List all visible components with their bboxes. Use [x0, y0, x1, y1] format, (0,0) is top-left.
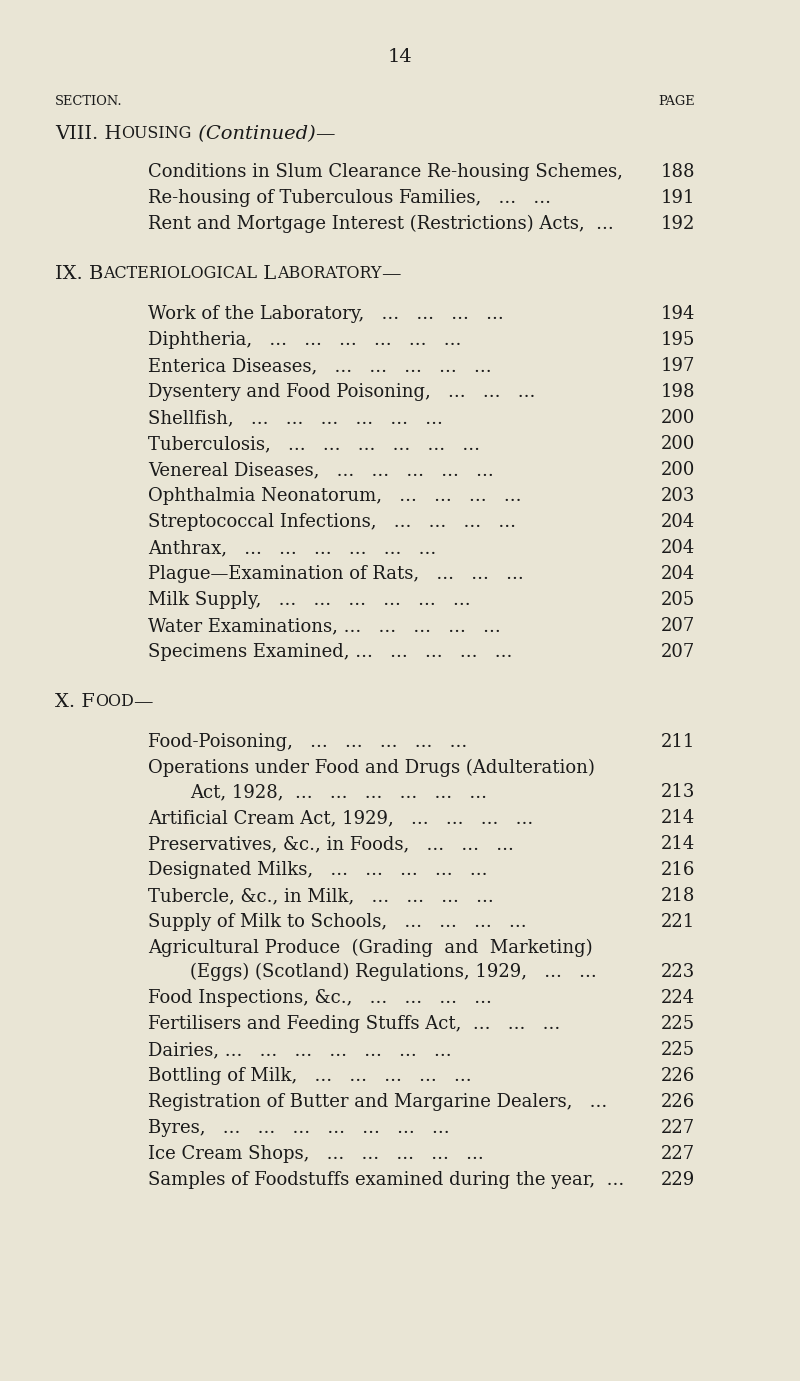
- Text: Re-housing of Tuberculous Families,   ...   ...: Re-housing of Tuberculous Families, ... …: [148, 189, 551, 207]
- Text: 221: 221: [661, 913, 695, 931]
- Text: 14: 14: [388, 48, 412, 66]
- Text: 188: 188: [661, 163, 695, 181]
- Text: OUSING: OUSING: [122, 126, 192, 142]
- Text: X. F: X. F: [55, 693, 95, 711]
- Text: Anthrax,   ...   ...   ...   ...   ...   ...: Anthrax, ... ... ... ... ... ...: [148, 539, 436, 557]
- Text: 227: 227: [661, 1119, 695, 1137]
- Text: Venereal Diseases,   ...   ...   ...   ...   ...: Venereal Diseases, ... ... ... ... ...: [148, 461, 494, 479]
- Text: 192: 192: [661, 215, 695, 233]
- Text: OOD: OOD: [95, 693, 134, 710]
- Text: Agricultural Produce  (Grading  and  Marketing): Agricultural Produce (Grading and Market…: [148, 939, 593, 957]
- Text: 229: 229: [661, 1171, 695, 1189]
- Text: Fertilisers and Feeding Stuffs Act,  ...   ...   ...: Fertilisers and Feeding Stuffs Act, ... …: [148, 1015, 560, 1033]
- Text: Samples of Foodstuffs examined during the year,  ...: Samples of Foodstuffs examined during th…: [148, 1171, 624, 1189]
- Text: 200: 200: [661, 461, 695, 479]
- Text: 203: 203: [661, 487, 695, 505]
- Text: (Eggs) (Scotland) Regulations, 1929,   ...   ...: (Eggs) (Scotland) Regulations, 1929, ...…: [190, 963, 597, 982]
- Text: 204: 204: [661, 512, 695, 532]
- Text: L: L: [258, 265, 277, 283]
- Text: Food-Poisoning,   ...   ...   ...   ...   ...: Food-Poisoning, ... ... ... ... ...: [148, 733, 467, 751]
- Text: 225: 225: [661, 1015, 695, 1033]
- Text: Streptococcal Infections,   ...   ...   ...   ...: Streptococcal Infections, ... ... ... ..…: [148, 512, 516, 532]
- Text: 207: 207: [661, 644, 695, 661]
- Text: —: —: [316, 126, 335, 144]
- Text: —: —: [134, 693, 153, 711]
- Text: Dysentery and Food Poisoning,   ...   ...   ...: Dysentery and Food Poisoning, ... ... ..…: [148, 383, 535, 400]
- Text: 224: 224: [661, 989, 695, 1007]
- Text: Milk Supply,   ...   ...   ...   ...   ...   ...: Milk Supply, ... ... ... ... ... ...: [148, 591, 470, 609]
- Text: —: —: [381, 265, 401, 283]
- Text: Plague—Examination of Rats,   ...   ...   ...: Plague—Examination of Rats, ... ... ...: [148, 565, 524, 583]
- Text: ACTERIOLOGICAL: ACTERIOLOGICAL: [103, 265, 258, 282]
- Text: Registration of Butter and Margarine Dealers,   ...: Registration of Butter and Margarine Dea…: [148, 1092, 607, 1110]
- Text: 227: 227: [661, 1145, 695, 1163]
- Text: 205: 205: [661, 591, 695, 609]
- Text: Act, 1928,  ...   ...   ...   ...   ...   ...: Act, 1928, ... ... ... ... ... ...: [190, 783, 487, 801]
- Text: 204: 204: [661, 565, 695, 583]
- Text: VIII. H: VIII. H: [55, 126, 122, 144]
- Text: Bottling of Milk,   ...   ...   ...   ...   ...: Bottling of Milk, ... ... ... ... ...: [148, 1068, 472, 1085]
- Text: Conditions in Slum Clearance Re-housing Schemes,: Conditions in Slum Clearance Re-housing …: [148, 163, 623, 181]
- Text: Enterica Diseases,   ...   ...   ...   ...   ...: Enterica Diseases, ... ... ... ... ...: [148, 358, 492, 376]
- Text: Shellfish,   ...   ...   ...   ...   ...   ...: Shellfish, ... ... ... ... ... ...: [148, 409, 443, 427]
- Text: PAGE: PAGE: [658, 95, 695, 108]
- Text: Tuberculosis,   ...   ...   ...   ...   ...   ...: Tuberculosis, ... ... ... ... ... ...: [148, 435, 480, 453]
- Text: Operations under Food and Drugs (Adulteration): Operations under Food and Drugs (Adulter…: [148, 760, 595, 778]
- Text: 226: 226: [661, 1068, 695, 1085]
- Text: 218: 218: [661, 887, 695, 905]
- Text: 214: 214: [661, 836, 695, 853]
- Text: 225: 225: [661, 1041, 695, 1059]
- Text: 204: 204: [661, 539, 695, 557]
- Text: 214: 214: [661, 809, 695, 827]
- Text: Work of the Laboratory,   ...   ...   ...   ...: Work of the Laboratory, ... ... ... ...: [148, 305, 504, 323]
- Text: 200: 200: [661, 435, 695, 453]
- Text: 200: 200: [661, 409, 695, 427]
- Text: Preservatives, &c., in Foods,   ...   ...   ...: Preservatives, &c., in Foods, ... ... ..…: [148, 836, 514, 853]
- Text: 195: 195: [661, 331, 695, 349]
- Text: Designated Milks,   ...   ...   ...   ...   ...: Designated Milks, ... ... ... ... ...: [148, 860, 487, 878]
- Text: Food Inspections, &c.,   ...   ...   ...   ...: Food Inspections, &c., ... ... ... ...: [148, 989, 492, 1007]
- Text: 223: 223: [661, 963, 695, 981]
- Text: 211: 211: [661, 733, 695, 751]
- Text: Supply of Milk to Schools,   ...   ...   ...   ...: Supply of Milk to Schools, ... ... ... .…: [148, 913, 526, 931]
- Text: 213: 213: [661, 783, 695, 801]
- Text: 226: 226: [661, 1092, 695, 1110]
- Text: IX. B: IX. B: [55, 265, 103, 283]
- Text: 197: 197: [661, 358, 695, 376]
- Text: 207: 207: [661, 617, 695, 635]
- Text: 191: 191: [661, 189, 695, 207]
- Text: Water Examinations, ...   ...   ...   ...   ...: Water Examinations, ... ... ... ... ...: [148, 617, 501, 635]
- Text: (Continued): (Continued): [192, 126, 316, 144]
- Text: SECTION.: SECTION.: [55, 95, 122, 108]
- Text: Rent and Mortgage Interest (Restrictions) Acts,  ...: Rent and Mortgage Interest (Restrictions…: [148, 215, 614, 233]
- Text: Diphtheria,   ...   ...   ...   ...   ...   ...: Diphtheria, ... ... ... ... ... ...: [148, 331, 462, 349]
- Text: Dairies, ...   ...   ...   ...   ...   ...   ...: Dairies, ... ... ... ... ... ... ...: [148, 1041, 452, 1059]
- Text: Byres,   ...   ...   ...   ...   ...   ...   ...: Byres, ... ... ... ... ... ... ...: [148, 1119, 450, 1137]
- Text: Specimens Examined, ...   ...   ...   ...   ...: Specimens Examined, ... ... ... ... ...: [148, 644, 512, 661]
- Text: 216: 216: [661, 860, 695, 878]
- Text: Ophthalmia Neonatorum,   ...   ...   ...   ...: Ophthalmia Neonatorum, ... ... ... ...: [148, 487, 522, 505]
- Text: 194: 194: [661, 305, 695, 323]
- Text: Artificial Cream Act, 1929,   ...   ...   ...   ...: Artificial Cream Act, 1929, ... ... ... …: [148, 809, 534, 827]
- Text: Ice Cream Shops,   ...   ...   ...   ...   ...: Ice Cream Shops, ... ... ... ... ...: [148, 1145, 484, 1163]
- Text: 198: 198: [661, 383, 695, 400]
- Text: Tubercle, &c., in Milk,   ...   ...   ...   ...: Tubercle, &c., in Milk, ... ... ... ...: [148, 887, 494, 905]
- Text: ABORATORY: ABORATORY: [277, 265, 381, 282]
